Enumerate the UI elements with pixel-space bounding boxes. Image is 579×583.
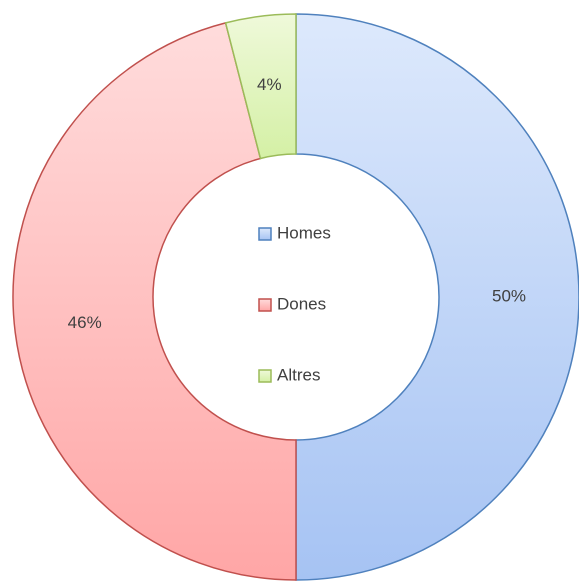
- legend-label: Altres: [277, 365, 320, 384]
- legend-label: Dones: [277, 294, 326, 313]
- legend-swatch: [258, 298, 272, 312]
- donut-slice: [12, 21, 297, 581]
- data-label: 50%: [492, 286, 526, 305]
- legend-swatch: [258, 227, 272, 241]
- data-label: 46%: [68, 313, 102, 332]
- donut-slice: [295, 13, 579, 581]
- legend-swatch: [258, 369, 272, 383]
- donut-slice: [224, 13, 297, 160]
- legend-label: Homes: [277, 223, 331, 242]
- data-label: 4%: [257, 75, 282, 94]
